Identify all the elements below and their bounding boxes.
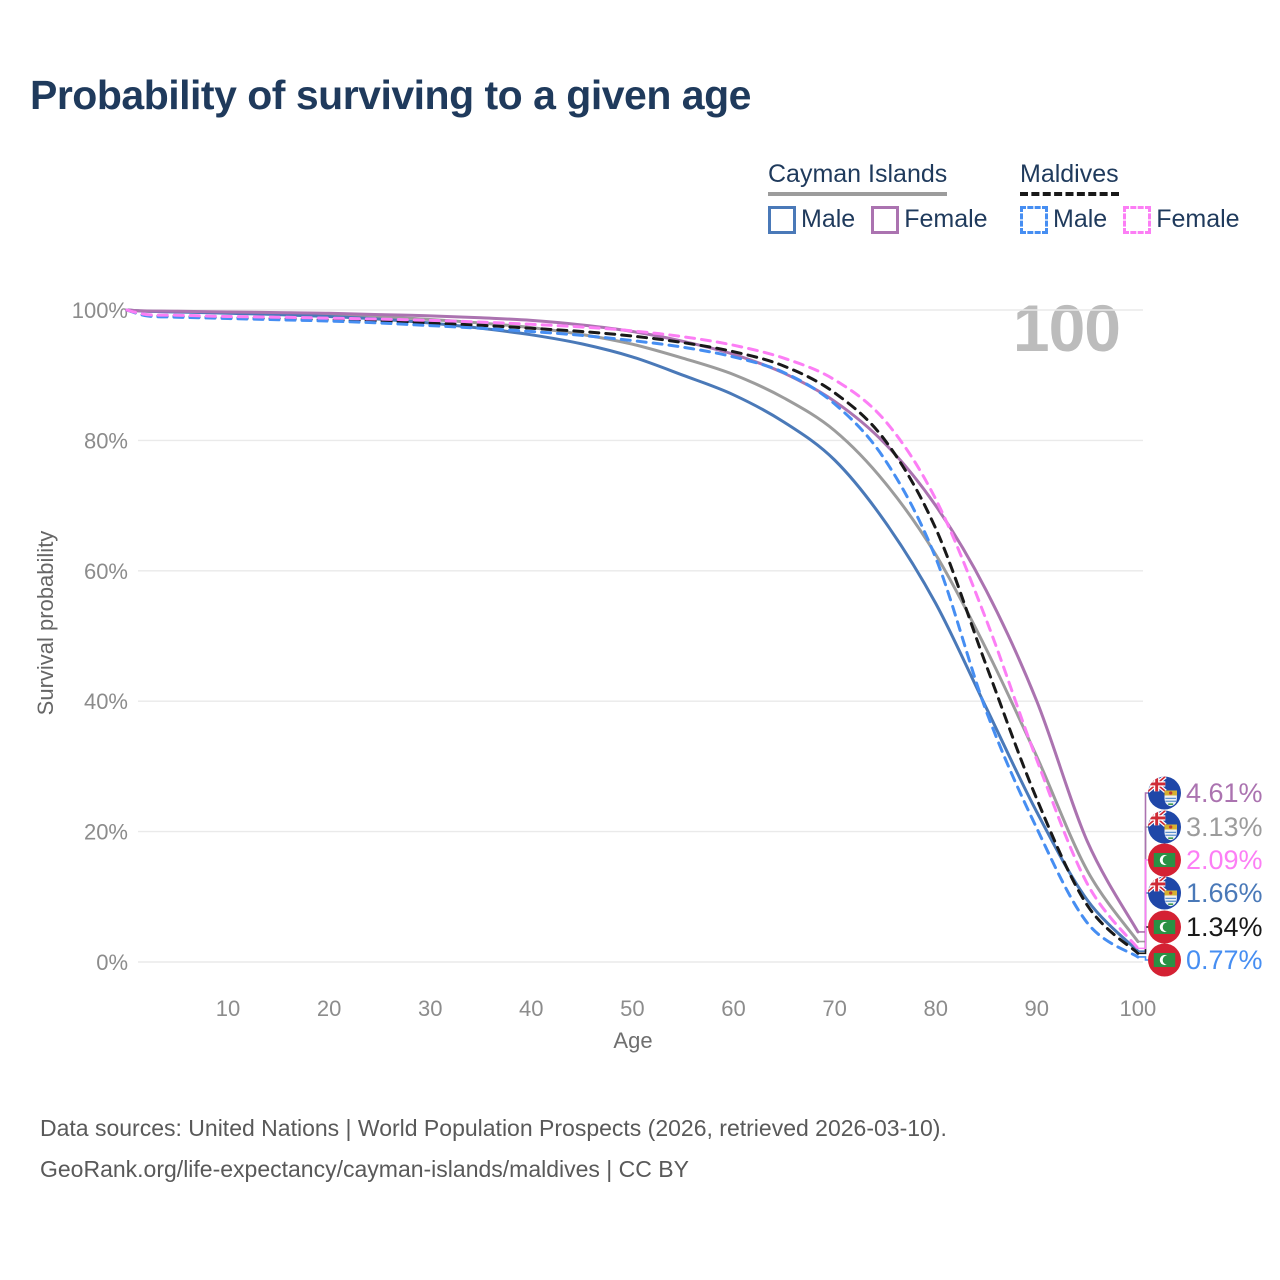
maldives-flag-icon xyxy=(1148,844,1181,877)
legend-item-label: Male xyxy=(801,205,856,233)
maldives-flag-icon xyxy=(1148,911,1181,944)
page-title: Probability of surviving to a given age xyxy=(30,72,751,118)
end-label-connector xyxy=(1137,956,1149,961)
legend-group-maldives: Maldives Male Female xyxy=(1020,160,1240,234)
y-tick-label: 60% xyxy=(84,559,128,584)
end-value-label-male: 1.66% xyxy=(1186,878,1263,908)
age-watermark: 100 xyxy=(1012,291,1121,365)
y-tick-label: 100% xyxy=(72,298,128,323)
end-value-label-female: 2.09% xyxy=(1186,845,1263,875)
x-tick-label: 90 xyxy=(1025,996,1049,1021)
x-tick-label: 30 xyxy=(418,996,442,1021)
legend-items: Male Female xyxy=(1020,205,1240,234)
legend-item-label: Female xyxy=(904,205,988,233)
y-tick-label: 40% xyxy=(84,689,128,714)
series-line-cayman-islands-male[interactable] xyxy=(125,308,1140,953)
legend-items: Male Female xyxy=(768,205,988,234)
y-tick-label: 0% xyxy=(96,950,128,975)
legend-item-maldives-male[interactable]: Male xyxy=(1020,205,1107,234)
maldives-female-swatch-icon xyxy=(1123,205,1152,234)
series-line-maldives-female[interactable] xyxy=(125,308,1140,950)
series-line-maldives-total[interactable] xyxy=(125,308,1140,955)
legend-item-label: Female xyxy=(1156,205,1240,233)
legend-item-maldives-female[interactable]: Female xyxy=(1123,205,1240,234)
y-tick-label: 20% xyxy=(84,820,128,845)
footer: Data sources: United Nations | World Pop… xyxy=(40,1108,947,1190)
end-label-connector xyxy=(1137,892,1149,952)
end-value-label-total: 3.13% xyxy=(1186,812,1263,842)
end-value-label-female: 4.61% xyxy=(1186,778,1263,808)
cayman-male-swatch-icon xyxy=(768,205,796,234)
x-tick-label: 60 xyxy=(721,996,745,1021)
x-tick-label: 80 xyxy=(923,996,947,1021)
series-line-cayman-islands-total[interactable] xyxy=(125,308,1140,944)
end-value-label-total: 1.34% xyxy=(1186,912,1263,942)
maldives-male-swatch-icon xyxy=(1020,205,1048,234)
end-label-connector xyxy=(1137,792,1149,933)
legend-title-cayman-islands: Cayman Islands xyxy=(768,160,948,196)
x-axis-label: Age xyxy=(613,1028,653,1053)
cayman-islands-flag-icon xyxy=(1148,877,1181,910)
footer-attribution: GeoRank.org/life-expectancy/cayman-islan… xyxy=(40,1156,689,1182)
legend-group-cayman-islands: Cayman Islands Male Female xyxy=(768,160,988,234)
series-line-maldives-male[interactable] xyxy=(125,308,1140,959)
cayman-islands-flag-icon xyxy=(1148,811,1181,844)
x-tick-label: 50 xyxy=(620,996,644,1021)
x-tick-label: 10 xyxy=(216,996,240,1021)
x-tick-label: 70 xyxy=(822,996,846,1021)
legend-title-maldives: Maldives xyxy=(1020,160,1119,196)
cayman-islands-flag-icon xyxy=(1148,777,1181,810)
cayman-female-swatch-icon xyxy=(871,205,900,234)
legend-item-cayman-male[interactable]: Male xyxy=(768,205,855,234)
legend-item-label: Male xyxy=(1053,205,1108,233)
maldives-flag-icon xyxy=(1148,944,1181,977)
footer-data-sources: Data sources: United Nations | World Pop… xyxy=(40,1115,947,1141)
end-label-connector xyxy=(1137,826,1149,943)
x-tick-label: 40 xyxy=(519,996,543,1021)
end-label-connector xyxy=(1137,859,1149,950)
x-tick-label: 20 xyxy=(317,996,341,1021)
x-tick-label: 100 xyxy=(1120,996,1157,1021)
y-tick-label: 80% xyxy=(84,428,128,453)
end-label-connector xyxy=(1137,926,1149,955)
legend-item-cayman-female[interactable]: Female xyxy=(871,205,988,234)
end-value-label-male: 0.77% xyxy=(1186,945,1263,975)
